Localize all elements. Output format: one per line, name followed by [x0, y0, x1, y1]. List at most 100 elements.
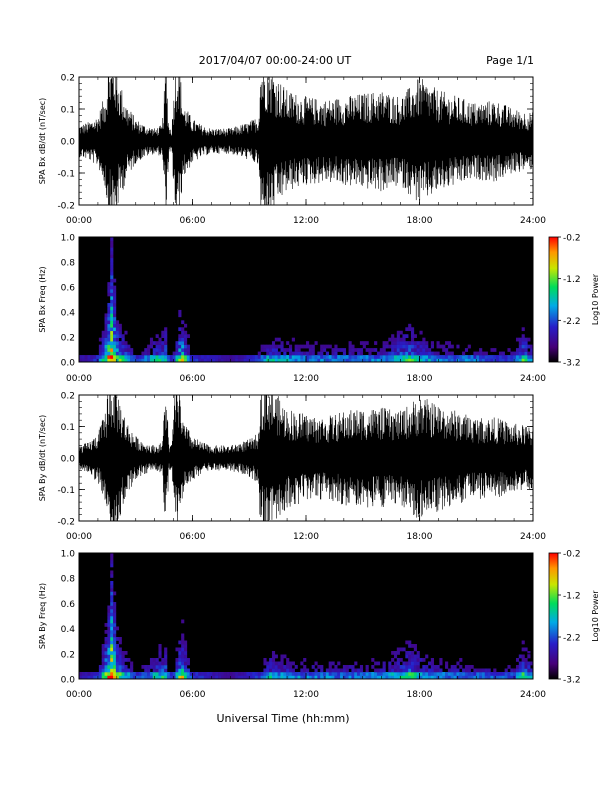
- spectrogram-cell: [192, 675, 196, 680]
- spectrogram-cell: [379, 675, 383, 680]
- spectrogram-cell: [513, 358, 517, 363]
- spectrogram-cell: [425, 668, 429, 673]
- spectrogram-cell: [172, 358, 176, 363]
- spectrogram-cell: [396, 651, 400, 655]
- spectrogram-cell: [152, 668, 156, 673]
- spectrogram-cell: [445, 341, 449, 345]
- spectrogram-cell: [113, 296, 117, 300]
- spectrogram-cell: [271, 675, 276, 680]
- spectrogram-cell: [399, 355, 403, 359]
- spectrogram-cell: [229, 672, 233, 676]
- spectrogram-cell: [450, 668, 454, 673]
- spectrogram-cell: [243, 675, 247, 680]
- spectrogram-cell: [419, 348, 423, 352]
- spectrogram-cell: [317, 675, 321, 680]
- spectrogram-cell: [110, 647, 114, 652]
- spectrogram-cell: [263, 661, 267, 666]
- spectrogram-cell: [314, 661, 318, 666]
- x-tick-label: 24:00: [520, 374, 546, 384]
- spectrogram-cell: [311, 351, 315, 356]
- waveform-series: [79, 77, 533, 205]
- x-tick-label: 12:00: [293, 690, 319, 700]
- spectrogram-cell: [524, 647, 528, 652]
- spectrogram-cell: [209, 675, 213, 680]
- spectrogram-cell: [410, 675, 415, 680]
- spectrogram-cell: [203, 355, 207, 359]
- spectrogram-cell: [223, 355, 227, 359]
- spectrogram-cell: [232, 675, 236, 680]
- spectrogram-cell: [371, 675, 375, 680]
- spectrogram-cell: [198, 672, 202, 676]
- spectrogram-cell: [306, 672, 310, 676]
- spectrogram-cell: [507, 358, 511, 363]
- spectrogram-cell: [498, 675, 503, 680]
- spectrogram-cell: [149, 661, 154, 666]
- spectrogram-cell: [521, 351, 525, 356]
- spectrogram-cell: [283, 665, 287, 669]
- spectrogram-cell: [286, 675, 290, 680]
- spectrogram-cell: [135, 358, 139, 363]
- spectrogram-cell: [104, 647, 108, 652]
- spectrogram-cell: [393, 672, 398, 676]
- spectrogram-cell: [90, 358, 94, 363]
- spectrogram-cell: [266, 661, 270, 666]
- colorbar-tick-label: -0.2: [563, 550, 581, 560]
- spectrogram-cell: [124, 330, 128, 335]
- spectrogram-cell: [396, 665, 400, 669]
- spectrogram-cell: [118, 654, 122, 659]
- spectrogram-cell: [104, 355, 108, 359]
- spectrogram-cell: [382, 675, 386, 680]
- spectrogram-cell: [246, 675, 250, 680]
- spectrogram-cell: [470, 665, 474, 669]
- spectrogram-cell: [430, 672, 434, 676]
- spectrogram-cell: [274, 668, 278, 673]
- spectrogram-cell: [104, 623, 108, 627]
- spectrogram-cell: [501, 358, 505, 363]
- spectrogram-cell: [260, 344, 264, 349]
- spectrogram-cell: [164, 330, 168, 335]
- spectrogram-cell: [277, 344, 281, 349]
- spectrogram-cell: [490, 672, 494, 676]
- spectrogram-cell: [107, 313, 111, 318]
- spectrogram-cell: [113, 285, 117, 290]
- spectrogram-cell: [132, 358, 137, 363]
- spectrogram-cell: [181, 344, 185, 349]
- spectrogram-cell: [110, 278, 114, 283]
- spectrogram-cell: [453, 672, 457, 676]
- spectrogram-cell: [115, 637, 120, 641]
- spectrogram-cell: [376, 355, 381, 359]
- spectrogram-cell: [393, 654, 398, 659]
- spectrogram-cell: [127, 344, 131, 349]
- spectrogram-cell: [376, 351, 381, 356]
- spectrogram-cell: [198, 355, 202, 359]
- y-tick-label: 0.0: [61, 455, 76, 465]
- y-tick-label: 0.0: [61, 138, 76, 148]
- spectrogram-cell: [306, 355, 310, 359]
- spectrogram-cell: [113, 591, 117, 596]
- spectrogram-cell: [410, 654, 415, 659]
- spectrogram-cell: [195, 675, 199, 680]
- spectrogram-cell: [192, 355, 196, 359]
- spectrogram-cell: [113, 334, 117, 338]
- spectrogram-cell: [402, 665, 406, 669]
- spectrogram-cell: [110, 250, 114, 255]
- spectrogram-cell: [121, 334, 125, 338]
- spectrogram-cell: [515, 675, 520, 680]
- spectrogram-cell: [110, 588, 114, 592]
- spectrogram-cell: [334, 358, 338, 363]
- spectrogram-cell: [524, 341, 528, 345]
- spectrogram-cell: [487, 668, 491, 673]
- spectrogram-cell: [189, 355, 193, 359]
- spectrogram-cell: [87, 358, 91, 363]
- spectrogram-cell: [504, 668, 508, 673]
- spectrogram-cell: [314, 672, 318, 676]
- spectrogram-cell: [348, 665, 352, 669]
- spectrogram-cell: [164, 358, 168, 363]
- spectrogram-cell: [110, 598, 114, 603]
- spectrogram-cell: [396, 337, 400, 342]
- spectrogram-cell: [118, 637, 122, 641]
- spectrogram-cell: [518, 344, 522, 349]
- spectrogram-cell: [331, 661, 335, 666]
- spectrogram-cell: [291, 358, 295, 363]
- spectrogram-cell: [121, 355, 125, 359]
